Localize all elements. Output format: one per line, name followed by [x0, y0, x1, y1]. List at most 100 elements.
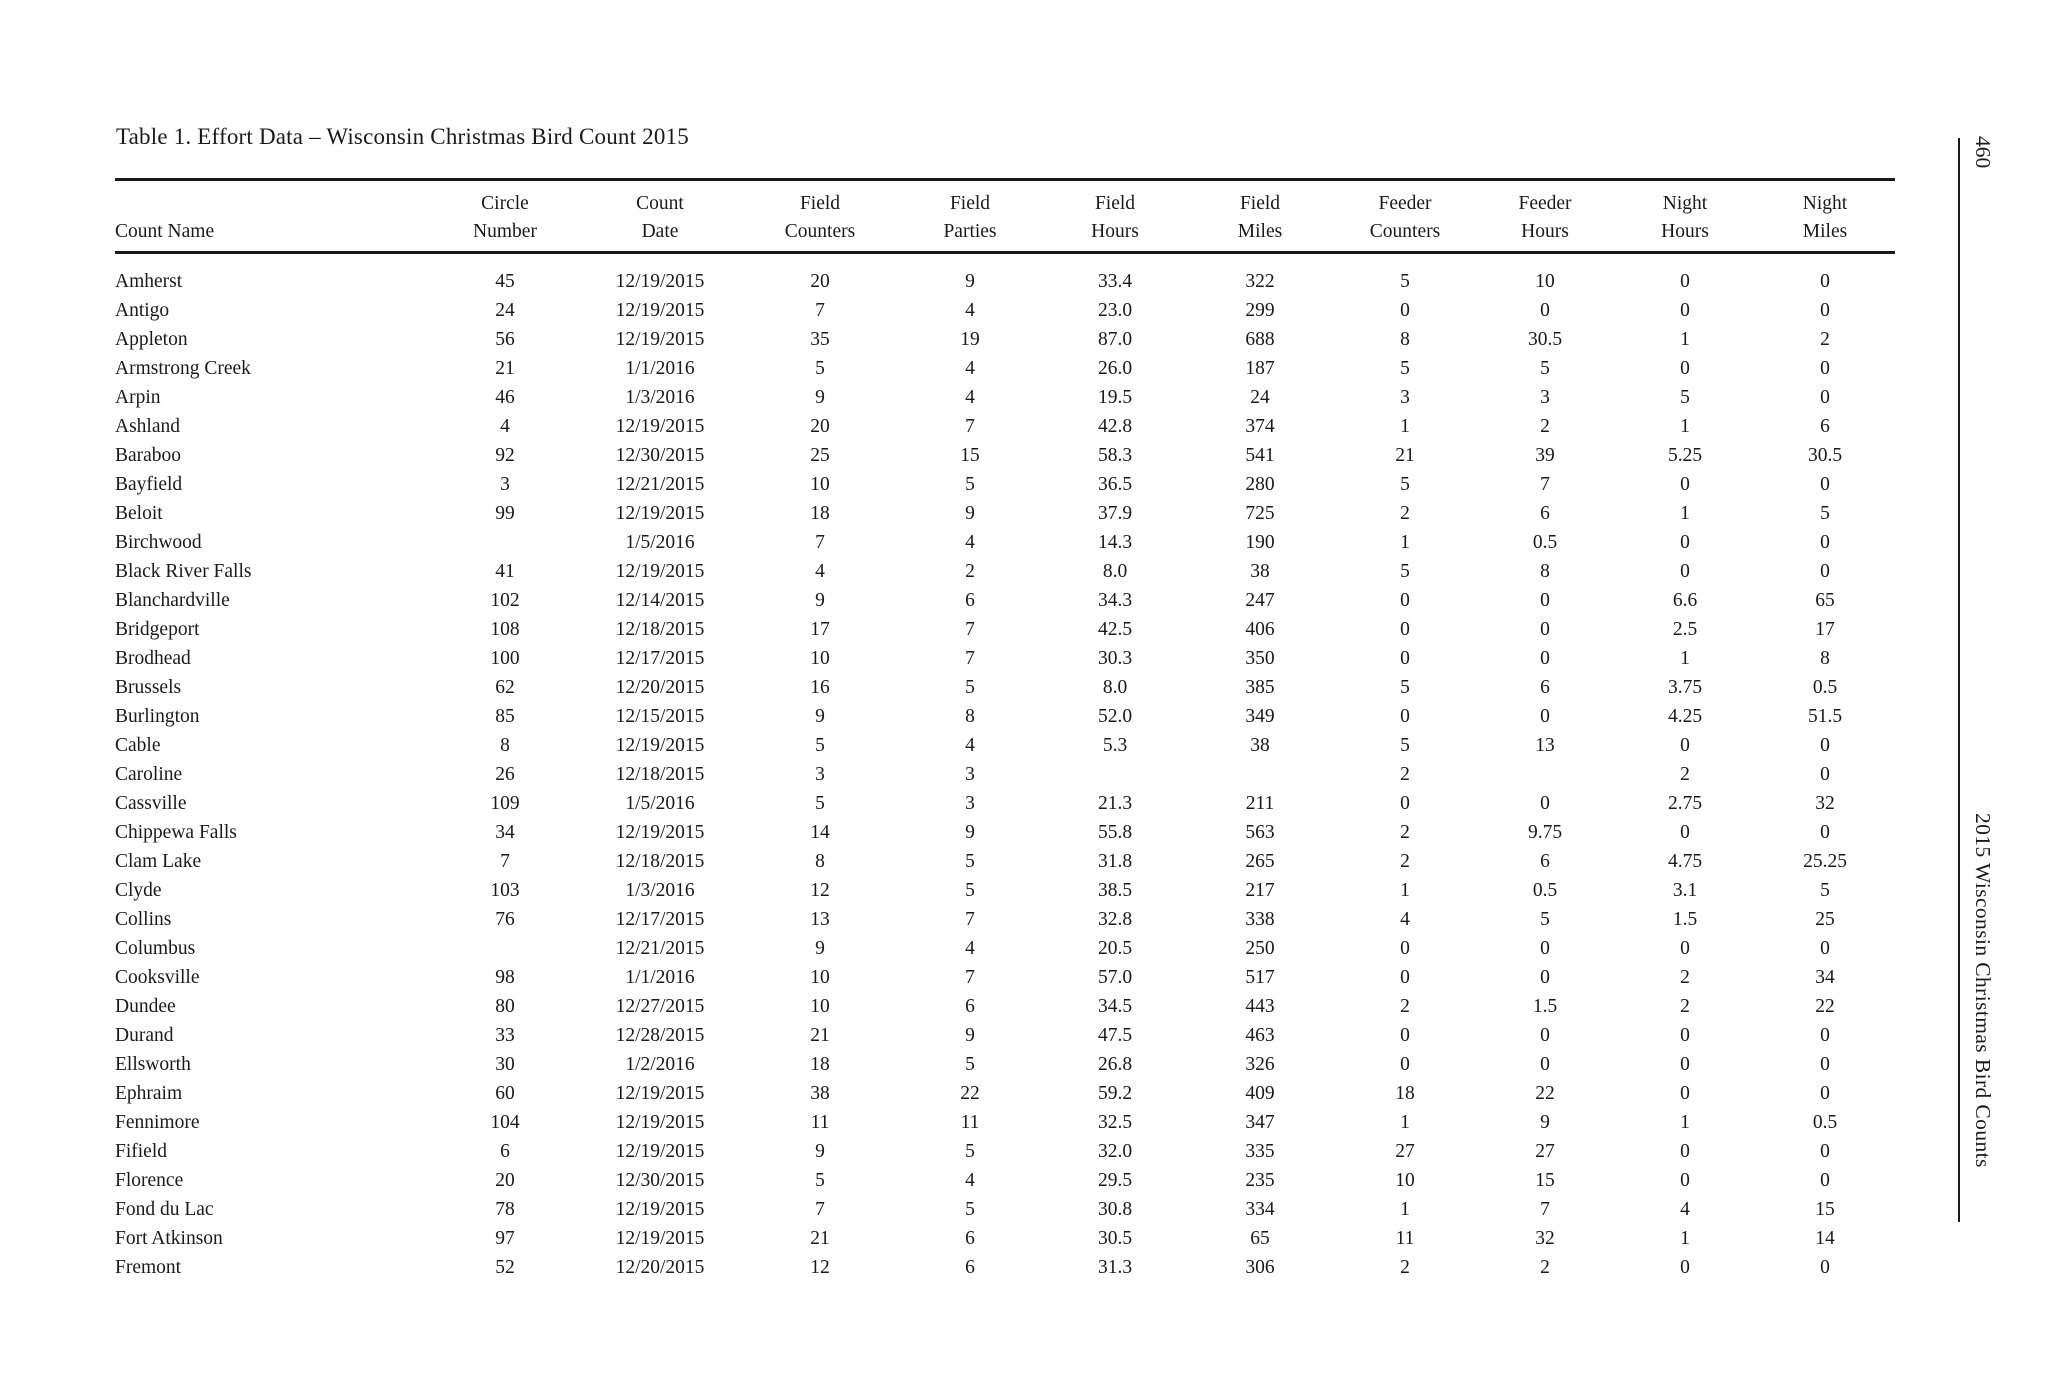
data-cell: 33	[495, 1025, 515, 1046]
data-cell: 12	[810, 1257, 830, 1278]
column-header: Field Parties	[895, 179, 1045, 254]
table-row: Brussels 62 12/20/2015 16 5 8.0 385 5 6 3.75 0.5	[115, 673, 1895, 702]
data-cell: 10	[810, 474, 830, 495]
data-cell: 5	[1400, 735, 1410, 756]
data-cell: 7	[815, 532, 825, 553]
count-name-cell: Fennimore	[115, 1112, 200, 1133]
table-row: Arpin 46 1/3/2016 9 4 19.5 24 3 3 5 0	[115, 383, 1895, 412]
data-cell: 338	[1245, 909, 1275, 930]
data-cell: 12/19/2015	[615, 735, 705, 756]
data-cell: 78	[495, 1199, 515, 1220]
data-cell: 51.5	[1807, 706, 1843, 727]
data-cell: 4.25	[1667, 706, 1703, 727]
data-cell: 326	[1245, 1054, 1275, 1075]
column-header: Field Hours	[1045, 179, 1185, 254]
data-cell: 374	[1245, 416, 1275, 437]
data-cell: 7	[1540, 1199, 1550, 1220]
count-name-cell: Bridgeport	[115, 619, 200, 640]
data-cell: 109	[490, 793, 520, 814]
data-cell: 16	[810, 677, 830, 698]
data-cell: 5	[965, 880, 975, 901]
table-row: Clyde 103 1/3/2016 12 5 38.5 217 1 0.5 3.1 5	[115, 876, 1895, 905]
data-cell: 7	[965, 909, 975, 930]
data-cell	[1475, 760, 1615, 789]
column-header: Field Miles	[1185, 179, 1335, 254]
data-cell: 6	[965, 996, 975, 1017]
data-cell: 265	[1245, 851, 1275, 872]
data-cell: 0.5	[1812, 1112, 1838, 1133]
data-cell: 2	[1400, 503, 1410, 524]
data-cell: 12/19/2015	[615, 1228, 705, 1249]
data-cell: 14	[1815, 1228, 1835, 1249]
data-cell: 45	[495, 271, 515, 292]
data-cell: 443	[1245, 996, 1275, 1017]
data-cell: 34	[1815, 967, 1835, 988]
data-cell: 0	[1540, 1025, 1550, 1046]
data-cell: 187	[1245, 358, 1275, 379]
table-row: Burlington 85 12/15/2015 9 8 52.0 349 0 0 4.25 51.…	[115, 702, 1895, 731]
data-cell: 5	[965, 1141, 975, 1162]
data-cell: 5	[815, 793, 825, 814]
count-name-cell: Caroline	[115, 764, 183, 785]
data-cell: 0	[1680, 271, 1690, 292]
data-cell: 8	[815, 851, 825, 872]
table-row: Collins 76 12/17/2015 13 7 32.8 338 4 5 1.5 25	[115, 905, 1895, 934]
data-cell: 0	[1540, 619, 1550, 640]
data-cell: 103	[490, 880, 520, 901]
data-cell: 30.5	[1097, 1228, 1133, 1249]
data-cell: 87.0	[1097, 329, 1133, 350]
data-cell: 2	[965, 561, 975, 582]
data-cell: 8	[1400, 329, 1410, 350]
count-name-cell: Durand	[115, 1025, 174, 1046]
data-cell: 7	[965, 416, 975, 437]
data-cell: 5	[965, 851, 975, 872]
data-cell	[435, 934, 575, 963]
table-row: Fifield 6 12/19/2015 9 5 32.0 335 27 27 0 0	[115, 1137, 1895, 1166]
data-cell: 347	[1245, 1112, 1275, 1133]
count-name-cell: Brussels	[115, 677, 182, 698]
data-cell: 0	[1680, 1025, 1690, 1046]
data-cell: 0	[1540, 1054, 1550, 1075]
data-cell: 12/21/2015	[615, 474, 705, 495]
data-cell: 6	[1540, 677, 1550, 698]
count-name-cell: Burlington	[115, 706, 200, 727]
data-cell: 299	[1245, 300, 1275, 321]
data-cell: 5	[815, 735, 825, 756]
data-cell: 32	[1535, 1228, 1555, 1249]
data-cell: 0.5	[1532, 880, 1558, 901]
data-cell: 21	[810, 1025, 830, 1046]
data-cell: 4.75	[1667, 851, 1703, 872]
table-row: Caroline 26 12/18/2015 3 3 2 2 0	[115, 760, 1895, 789]
data-cell: 52.0	[1097, 706, 1133, 727]
data-cell: 12/19/2015	[615, 1199, 705, 1220]
data-cell: 0	[1540, 706, 1550, 727]
data-cell: 24	[1250, 387, 1270, 408]
data-cell: 0	[1820, 1025, 1830, 1046]
data-cell: 2	[1680, 967, 1690, 988]
data-cell: 4	[1400, 909, 1410, 930]
running-head: 2015 Wisconsin Christmas Bird Counts	[1971, 813, 1995, 1168]
data-cell: 27	[1395, 1141, 1415, 1162]
data-cell: 688	[1245, 329, 1275, 350]
data-cell: 10	[810, 967, 830, 988]
page-number: 460	[1971, 136, 1995, 169]
data-cell: 5.3	[1102, 735, 1128, 756]
data-cell: 30.5	[1807, 445, 1843, 466]
column-header: Field Counters	[745, 179, 895, 254]
table-row: Amherst 45 12/19/2015 20 9 33.4 322 5 10 0 0	[115, 253, 1895, 297]
data-cell: 20	[810, 416, 830, 437]
data-cell: 58.3	[1097, 445, 1133, 466]
data-cell: 1.5	[1672, 909, 1698, 930]
count-name-cell: Fort Atkinson	[115, 1228, 223, 1249]
count-name-cell: Appleton	[115, 329, 188, 350]
data-cell: 3	[1400, 387, 1410, 408]
data-cell: 7	[965, 648, 975, 669]
data-cell: 20	[810, 271, 830, 292]
data-cell: 0	[1540, 938, 1550, 959]
count-name-cell: Collins	[115, 909, 172, 930]
data-cell: 0	[1680, 300, 1690, 321]
data-cell: 2	[1820, 329, 1830, 350]
data-cell: 13	[1535, 735, 1555, 756]
data-cell: 517	[1245, 967, 1275, 988]
data-cell: 0	[1680, 1083, 1690, 1104]
